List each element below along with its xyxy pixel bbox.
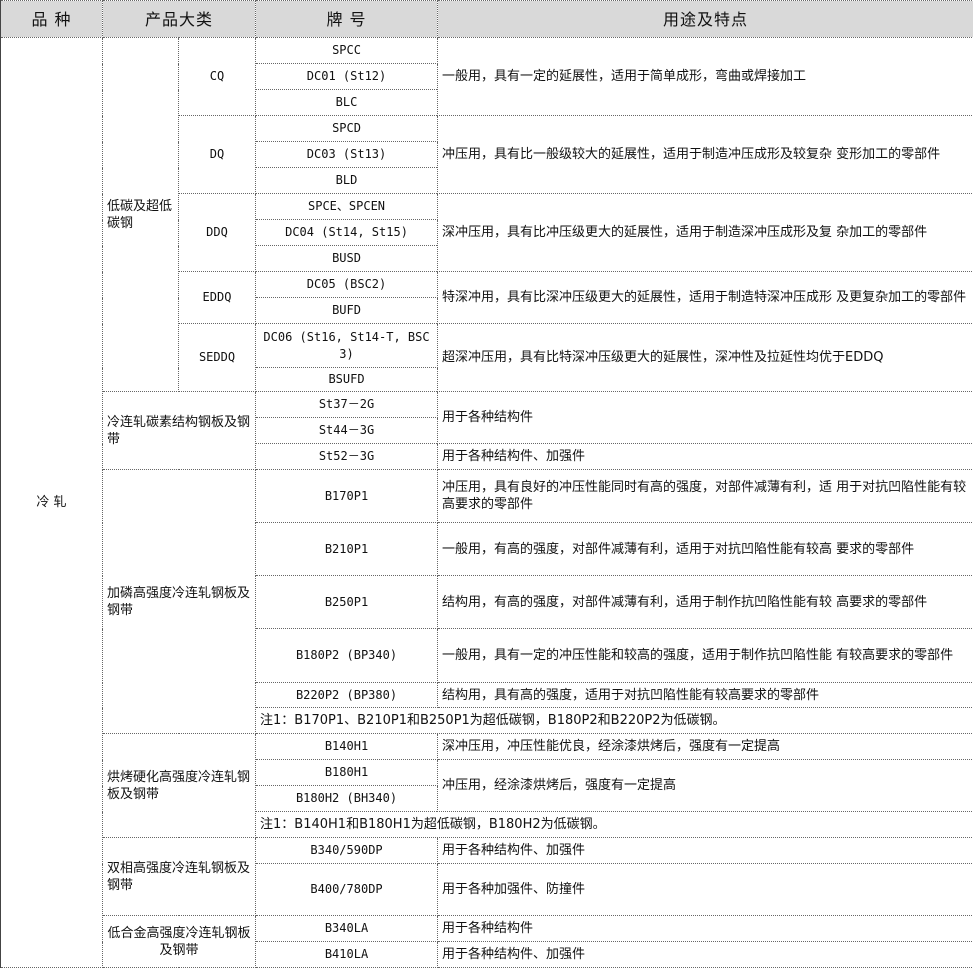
grade-cell: BLC <box>255 89 439 116</box>
grade-cell: BLD <box>255 167 439 194</box>
table-row: 冷 轧 低碳及超低碳钢 CQ SPCC 一般用，具有一定的延展性，适用于简单成形… <box>0 37 973 968</box>
note-bake-hardening: 注1：B140H1和B180H1为超低碳钢，B180H2为低碳钢。 <box>255 811 973 838</box>
grade-cell: B140H1 <box>255 733 439 760</box>
grade-cell: B340LA <box>255 915 439 942</box>
grade-cell: B210P1 <box>255 522 439 576</box>
table-row: DDQ SPCE、SPCEN 深冲压用，具有比冲压级更大的延展性，适用于制造深冲… <box>1 193 973 272</box>
variety-cell: 冷 轧 <box>0 37 103 968</box>
usage-cell: 用于各种结构件 <box>437 391 973 444</box>
header-usage: 用途及特点 <box>437 0 973 38</box>
grade-cell: DC06 (St16, St14-T, BSC 3) <box>255 323 439 368</box>
grade-cell: DC04 (St14, St15) <box>255 219 439 246</box>
usage-cell: 特深冲用，具有比深冲压级更大的延展性，适用于制造特深冲压成形 及更复杂加工的零部… <box>437 271 973 324</box>
usage-cell: 冲压用，具有良好的冲压性能同时有高的强度，对部件减薄有利，适 用于对抗凹陷性能有… <box>437 469 973 523</box>
grade-cell: B170P1 <box>255 469 439 523</box>
table-row: DC03 (St13) <box>1 141 973 168</box>
usage-cell: 一般用，具有一定的冲压性能和较高的强度，适用于制作抗凹陷性能 有较高要求的零部件 <box>437 628 973 683</box>
grade-cell: St37－2G <box>255 391 439 418</box>
table-row: DC01 (St12) <box>1 63 973 90</box>
grade-cell: SPCC <box>255 37 439 64</box>
grade-cell: SPCD <box>255 115 439 142</box>
note-row: 注1：B170P1、B210P1和B250P1为超低碳钢，B180P2和B220… <box>1 707 973 734</box>
table-row: B410LA 用于各种结构件、加强件 <box>1 941 973 968</box>
grade-cell: BUSD <box>255 245 439 272</box>
group-carbon-structural: 冷连轧碳素结构钢板及钢带 <box>101 391 257 470</box>
header-row: 品 种 产品大类 牌 号 用途及特点 <box>0 0 973 38</box>
table-row: 双相高强度冷连轧钢板及钢带 B340/590DP 用于各种结构件、加强件 <box>1 837 973 916</box>
table-row: SEDDQ DC06 (St16, St14-T, BSC 3) 超深冲压用，具… <box>1 323 973 392</box>
table-row: St52－3G 用于各种结构件、加强件 <box>1 443 973 470</box>
table-row: B180H2 (BH340) <box>1 785 973 812</box>
grade-cell: B180P2 (BP340) <box>255 628 439 683</box>
table-row: BUSD <box>1 245 973 272</box>
usage-cell: 一般用，有高的强度，对部件减薄有利，适用于对抗凹陷性能有较高 要求的零部件 <box>437 522 973 576</box>
usage-cell: 用于各种结构件、加强件 <box>437 443 973 470</box>
note-phosphorus: 注1：B170P1、B210P1和B250P1为超低碳钢，B180P2和B220… <box>255 707 973 734</box>
subcat-eddq: EDDQ <box>177 271 257 324</box>
grade-cell: DC03 (St13) <box>255 141 439 168</box>
table-row: B250P1 结构用，有高的强度，对部件减薄有利，适用于制作抗凹陷性能有较 高要… <box>1 575 973 629</box>
usage-cell: 用于各种结构件、加强件 <box>437 837 973 864</box>
table-row: BSUFD <box>1 367 973 392</box>
group-low-carbon: 低碳及超低碳钢 <box>102 37 179 392</box>
grade-cell: B220P2 (BP380) <box>255 682 439 708</box>
grade-cell: St44－3G <box>255 417 439 444</box>
group-dual-phase: 双相高强度冷连轧钢板及钢带 <box>101 837 257 916</box>
usage-cell: 用于各种结构件 <box>437 915 973 942</box>
grade-cell: DC01 (St12) <box>255 63 439 90</box>
table-row: 低合金高强度冷连轧钢板及钢带 B340LA 用于各种结构件 <box>1 915 973 968</box>
header-variety: 品 种 <box>0 0 103 38</box>
header-category: 产品大类 <box>101 0 257 38</box>
group-phosphorus: 加磷高强度冷连轧钢板及钢带 <box>101 469 257 734</box>
table-row: B180H1 冲压用，经涂漆烘烤后，强度有一定提高 <box>1 759 973 812</box>
grade-cell: B400/780DP <box>255 863 439 916</box>
grade-cell: SPCE、SPCEN <box>255 193 439 220</box>
usage-cell: 结构用，有高的强度，对部件减薄有利，适用于制作抗凹陷性能有较 高要求的零部件 <box>437 575 973 629</box>
usage-cell: 冲压用，经涂漆烘烤后，强度有一定提高 <box>437 759 973 812</box>
note-row: 注1：B140H1和B180H1为超低碳钢，B180H2为低碳钢。 <box>1 811 973 838</box>
table-row: EDDQ DC05 (BSC2) 特深冲用，具有比深冲压级更大的延展性，适用于制… <box>1 271 973 324</box>
usage-cell: 超深冲压用，具有比特深冲压级更大的延展性，深冲性及拉延性均优于EDDQ <box>437 323 973 392</box>
table-row: 烘烤硬化高强度冷连轧钢板及钢带 B140H1 深冲压用，冲压性能优良，经涂漆烘烤… <box>1 733 973 838</box>
group-bake-hardening: 烘烤硬化高强度冷连轧钢板及钢带 <box>101 733 257 838</box>
grade-cell: B180H1 <box>255 759 439 786</box>
usage-cell: 一般用，具有一定的延展性，适用于简单成形，弯曲或焊接加工 <box>437 37 973 116</box>
usage-cell: 用于各种加强件、防撞件 <box>437 863 973 916</box>
grade-cell: BUFD <box>255 297 439 324</box>
usage-cell: 结构用，具有高的强度，适用于对抗凹陷性能有较高要求的零部件 <box>437 682 973 708</box>
grade-cell: St52－3G <box>255 443 439 470</box>
table-row: BLD <box>1 167 973 194</box>
grade-cell: B340/590DP <box>255 837 439 864</box>
grade-cell: B250P1 <box>255 575 439 629</box>
usage-cell: 深冲压用，冲压性能优良，经涂漆烘烤后，强度有一定提高 <box>437 733 973 760</box>
grade-cell: BSUFD <box>255 367 439 392</box>
table-row: B220P2 (BP380) 结构用，具有高的强度，适用于对抗凹陷性能有较高要求… <box>1 682 973 708</box>
usage-cell: 冲压用，具有比一般级较大的延展性，适用于制造冲压成形及较复杂 变形加工的零部件 <box>437 115 973 194</box>
table-row: DQ SPCD 冲压用，具有比一般级较大的延展性，适用于制造冲压成形及较复杂 变… <box>1 115 973 194</box>
subcat-seddq: SEDDQ <box>177 323 257 392</box>
usage-cell: 用于各种结构件、加强件 <box>437 941 973 968</box>
subcat-ddq: DDQ <box>177 193 257 272</box>
grade-cell: DC05 (BSC2) <box>255 271 439 298</box>
subcat-cq: CQ <box>177 37 257 116</box>
table-row: 加磷高强度冷连轧钢板及钢带 B170P1 冲压用，具有良好的冲压性能同时有高的强… <box>1 469 973 734</box>
table-row: B180P2 (BP340) 一般用，具有一定的冲压性能和较高的强度，适用于制作… <box>1 628 973 683</box>
usage-cell: 深冲压用，具有比冲压级更大的延展性，适用于制造深冲压成形及复 杂加工的零部件 <box>437 193 973 272</box>
table-row: DC04 (St14, St15) <box>1 219 973 246</box>
table-row: B210P1 一般用，有高的强度，对部件减薄有利，适用于对抗凹陷性能有较高 要求… <box>1 522 973 576</box>
header-grade: 牌 号 <box>255 0 439 38</box>
table-row: 冷连轧碳素结构钢板及钢带 St37－2G 用于各种结构件 <box>1 391 973 470</box>
grade-cell: B410LA <box>255 941 439 968</box>
grade-cell: B180H2 (BH340) <box>255 785 439 812</box>
subcat-dq: DQ <box>177 115 257 194</box>
table-row: BLC <box>1 89 973 116</box>
group-hsla: 低合金高强度冷连轧钢板及钢带 <box>101 915 257 968</box>
